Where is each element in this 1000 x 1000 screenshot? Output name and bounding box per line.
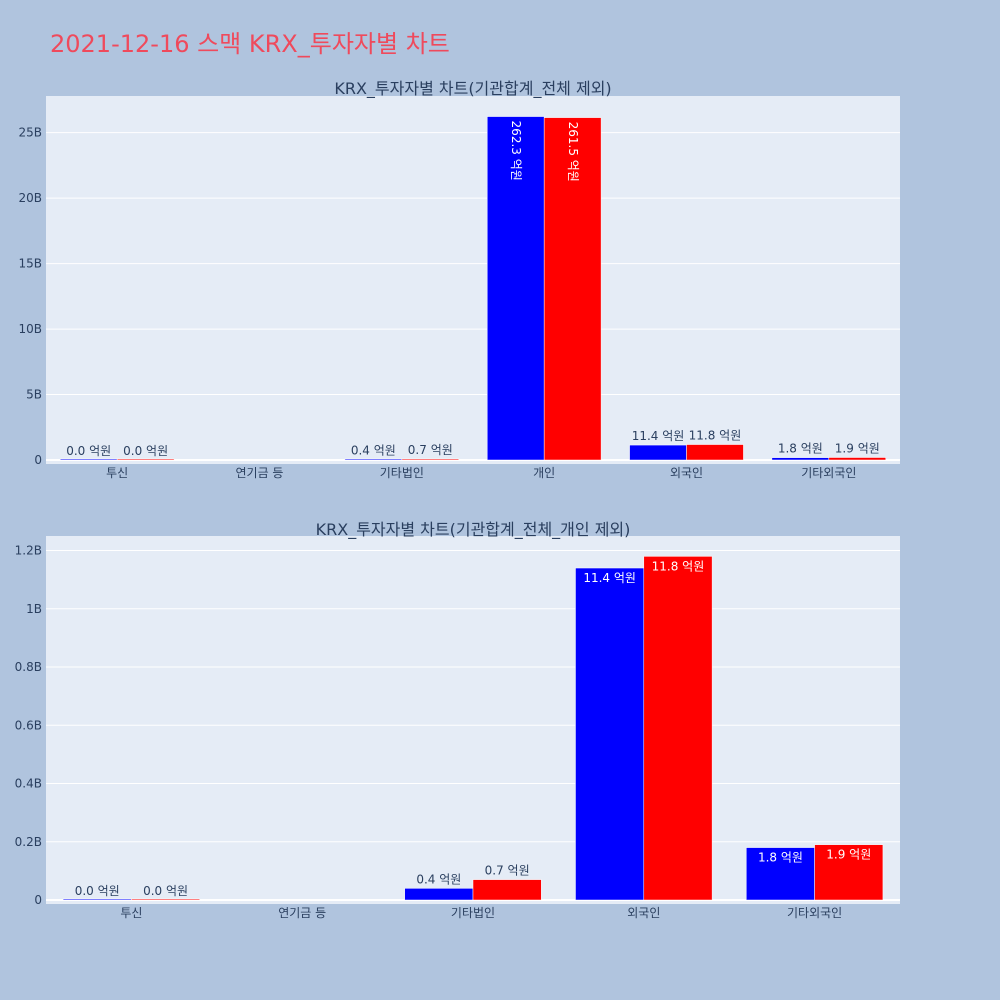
chart-1: 0 5B 10B 15B 20B 25B KRX_투자자별 차트(기관합계_전체 제외) 투신… (18, 79, 900, 480)
x-tick-label: 기타외국인 (801, 466, 856, 480)
bar (404, 888, 474, 901)
x-tick-label: 연기금 등 (236, 466, 284, 480)
plot-area (46, 536, 900, 904)
data-label: 11.4 억원 (583, 571, 636, 585)
y-tick-label: 1.2B (15, 544, 42, 558)
bar (116, 458, 175, 461)
data-label: 1.8 억원 (778, 442, 823, 456)
bar (686, 444, 744, 461)
y-tick-label: 0.2B (15, 835, 42, 849)
y-tick-label: 1B (26, 602, 42, 616)
y-tick-label: 15B (18, 257, 42, 271)
bar (746, 847, 815, 901)
data-label: 0.0 억원 (75, 884, 120, 898)
y-tick-label: 25B (18, 126, 42, 140)
data-label: 0.7 억원 (485, 864, 530, 878)
bar (344, 458, 403, 461)
bar (401, 458, 460, 461)
data-label: 0.0 억원 (123, 444, 168, 458)
bar (643, 556, 713, 901)
data-label: 1.9 억원 (835, 442, 880, 456)
y-tick-label: 0.8B (15, 660, 42, 674)
data-label: 0.4 억원 (351, 443, 396, 457)
bar (62, 898, 132, 901)
chart-2: 0 0.2B 0.4B 0.6B 0.8B 1B 1.2B KRX_투자자별 차트(기관합계_… (15, 520, 900, 920)
x-tick-label: 기타외국인 (787, 906, 842, 920)
x-tick-label: 연기금 등 (278, 906, 326, 920)
bar (131, 898, 200, 901)
data-label: 11.8 억원 (689, 429, 742, 443)
y-tick-label: 10B (18, 322, 42, 336)
y-tick-label: 5B (26, 388, 42, 402)
data-label: 262.3 억원 (509, 121, 523, 181)
x-tick-label: 개인 (533, 466, 555, 480)
bar (59, 458, 118, 461)
x-tick-label: 기타법인 (380, 466, 424, 480)
data-label: 1.8 억원 (758, 851, 803, 865)
y-tick-label: 0.4B (15, 777, 42, 791)
data-label: 0.4 억원 (416, 872, 461, 886)
x-tick-label: 외국인 (670, 466, 703, 480)
data-label: 11.8 억원 (652, 559, 705, 573)
y-tick-label: 20B (18, 191, 42, 205)
x-tick-label: 투신 (106, 466, 128, 480)
data-label: 0.0 억원 (143, 884, 188, 898)
chart-title: KRX_투자자별 차트(기관합계_전체 제외) (334, 79, 611, 99)
bar (629, 444, 687, 461)
bar (472, 879, 542, 901)
bar (814, 844, 884, 901)
data-label: 261.5 억원 (566, 122, 580, 182)
data-label: 1.9 억원 (826, 848, 871, 862)
bar (575, 567, 645, 901)
x-tick-label: 투신 (120, 906, 142, 920)
plot-area (46, 96, 900, 464)
bar (771, 457, 830, 461)
page-title: 2021-12-16 스맥 KRX_투자자별 차트 (50, 30, 450, 58)
chart-title: KRX_투자자별 차트(기관합계_전체_개인 제외) (316, 520, 631, 540)
y-tick-label: 0.6B (15, 718, 42, 732)
bar (543, 117, 602, 461)
data-label: 0.0 억원 (66, 444, 111, 458)
y-tick-label: 0 (34, 453, 42, 467)
data-label: 11.4 억원 (632, 429, 685, 443)
x-tick-label: 외국인 (627, 906, 660, 920)
x-tick-label: 기타법인 (451, 906, 495, 920)
y-tick-label: 0 (34, 893, 42, 907)
bar (828, 457, 887, 461)
data-label: 0.7 억원 (408, 443, 453, 457)
